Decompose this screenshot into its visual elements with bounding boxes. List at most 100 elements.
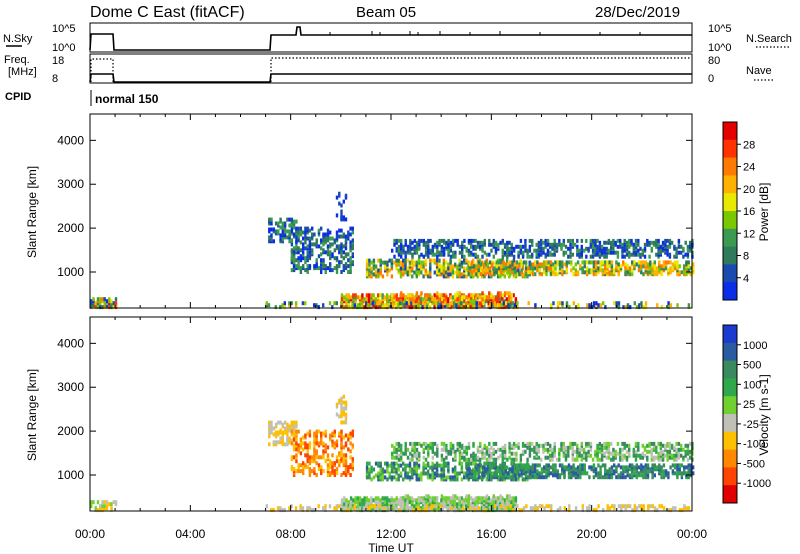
- velocity-cell: [407, 464, 409, 468]
- power-cell: [302, 246, 304, 250]
- power-cell: [569, 251, 571, 255]
- power-cell: [672, 266, 674, 270]
- power-cell: [563, 243, 565, 247]
- power-cell: [291, 229, 293, 233]
- velocity-cell: [291, 465, 293, 469]
- velocity-cell: [307, 443, 309, 447]
- velocity-cell: [393, 462, 395, 466]
- power-cell: [399, 301, 401, 305]
- velocity-cell: [420, 472, 422, 476]
- power-cell: [534, 303, 536, 307]
- velocity-cell: [409, 458, 411, 462]
- power-cell: [475, 272, 477, 276]
- power-cell: [300, 227, 302, 231]
- velocity-cell: [612, 452, 614, 456]
- velocity-cell: [295, 438, 297, 442]
- velocity-cell: [398, 477, 400, 481]
- velocity-cell: [457, 442, 459, 446]
- velocity-cell: [322, 432, 324, 436]
- power-cell: [669, 253, 671, 257]
- power-cell: [432, 245, 434, 249]
- velocity-cell: [520, 454, 522, 458]
- velocity-cell: [593, 475, 595, 479]
- velocity-cell: [309, 441, 311, 445]
- power-cell: [545, 260, 547, 264]
- velocity-cell: [475, 458, 477, 462]
- power-cell: [372, 293, 374, 297]
- power-cell: [449, 301, 451, 305]
- velocity-cell: [482, 465, 484, 469]
- velocity-cell: [500, 473, 502, 477]
- velocity-cell: [608, 442, 610, 446]
- power-cell: [297, 256, 299, 260]
- velocity-cell: [334, 461, 336, 465]
- velocity-cell: [620, 475, 622, 479]
- power-cell: [302, 301, 304, 305]
- power-cell: [552, 266, 554, 270]
- power-cell: [404, 259, 406, 263]
- power-cell: [603, 255, 605, 259]
- velocity-cell: [331, 469, 333, 473]
- power-cell: [567, 239, 569, 243]
- power-cell: [520, 268, 522, 272]
- power-cell: [409, 272, 411, 276]
- power-cell: [325, 233, 327, 237]
- power-cell: [596, 245, 598, 249]
- power-cell: [473, 264, 475, 268]
- velocity-cell: [509, 467, 511, 471]
- velocity-cell: [607, 504, 609, 508]
- power-cell: [640, 260, 642, 264]
- velocity-cell: [567, 446, 569, 450]
- power-cell: [665, 266, 667, 270]
- velocity-cell: [466, 498, 468, 502]
- velocity-cell: [402, 452, 404, 456]
- velocity-cell: [664, 444, 666, 448]
- power-cell: [588, 268, 590, 272]
- power-cell: [443, 247, 445, 251]
- velocity-cell: [361, 502, 363, 506]
- power-cell: [104, 301, 106, 305]
- power-cell: [594, 253, 596, 257]
- power-cell: [365, 301, 367, 305]
- power-cell: [610, 251, 612, 255]
- power-cell: [630, 239, 632, 243]
- velocity-cell: [313, 453, 315, 457]
- power-cell: [511, 243, 513, 247]
- power-cell: [556, 243, 558, 247]
- power-cell: [450, 245, 452, 249]
- velocity-colorbar-swatch: [723, 378, 737, 396]
- power-cell: [468, 239, 470, 243]
- velocity-cell: [687, 450, 689, 454]
- velocity-cell: [633, 465, 635, 469]
- power-cell: [633, 251, 635, 255]
- velocity-cell: [432, 496, 434, 500]
- velocity-cell: [511, 475, 513, 479]
- velocity-cell: [108, 502, 110, 506]
- power-cell: [517, 269, 519, 273]
- power-cell: [628, 239, 630, 243]
- velocity-cell: [657, 442, 659, 446]
- velocity-cell: [498, 469, 500, 473]
- power-cell: [320, 258, 322, 262]
- power-cell: [454, 293, 456, 297]
- power-cell: [393, 295, 395, 299]
- velocity-cell: [101, 504, 103, 508]
- power-cell: [685, 241, 687, 245]
- velocity-cell: [291, 421, 293, 425]
- velocity-cell: [518, 473, 520, 477]
- velocity-cell: [405, 448, 407, 452]
- velocity-cell: [430, 504, 432, 508]
- power-cell: [345, 217, 347, 221]
- power-cell: [545, 243, 547, 247]
- velocity-cell: [511, 452, 513, 456]
- velocity-cell: [515, 444, 517, 448]
- velocity-cell: [320, 465, 322, 469]
- power-cell: [627, 264, 629, 268]
- velocity-cell: [487, 475, 489, 479]
- velocity-cell: [349, 473, 351, 477]
- power-cell: [461, 295, 463, 299]
- power-cell: [666, 239, 668, 243]
- power-cell: [293, 226, 295, 230]
- velocity-cell: [482, 506, 484, 510]
- power-cell: [593, 264, 595, 268]
